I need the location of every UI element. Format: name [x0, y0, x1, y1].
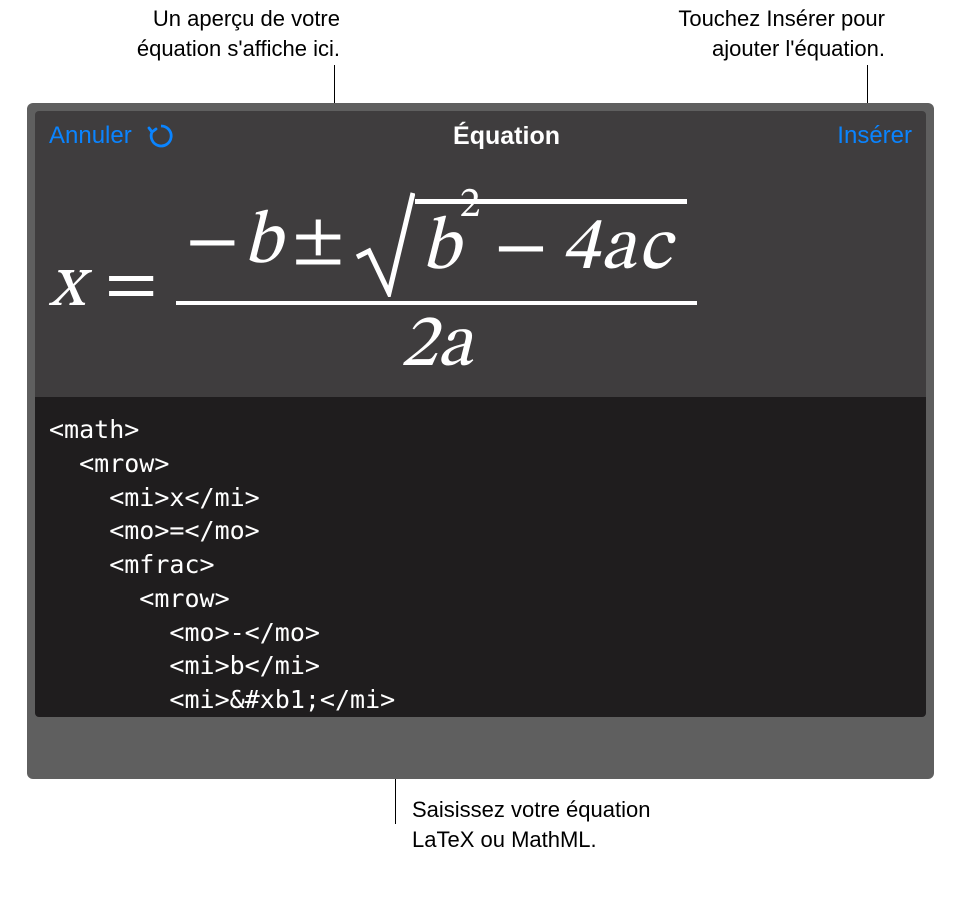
header-left: Annuler — [49, 121, 176, 151]
eq-sqrt: b 2 − 4ac — [355, 189, 687, 297]
insert-button[interactable]: Insérer — [837, 122, 912, 150]
eq-denominator: 2a — [390, 305, 482, 387]
eq-radicand: b 2 − 4ac — [415, 199, 687, 288]
equation-preview: x = − b ± b — [35, 165, 926, 397]
eq-rad-4ac: 4ac — [562, 212, 673, 286]
eq-num-pm: ± — [292, 206, 345, 280]
eq-num-minus: − — [186, 206, 239, 280]
cancel-button[interactable]: Annuler — [49, 122, 132, 150]
eq-rad-b: b — [421, 212, 460, 286]
undo-icon[interactable] — [146, 121, 176, 151]
eq-rad-minus: − — [494, 212, 547, 286]
callout-preview: Un aperçu de votreéquation s'affiche ici… — [70, 4, 340, 63]
equation-code-input[interactable]: <math> <mrow> <mi>x</mi> <mo>=</mo> <mfr… — [35, 397, 926, 717]
callout-input: Saisissez votre équationLaTeX ou MathML. — [412, 795, 702, 854]
eq-fraction: − b ± b 2 − — [176, 185, 697, 387]
eq-den-text: 2a — [400, 309, 472, 383]
eq-x: x — [49, 249, 84, 323]
eq-numerator: − b ± b 2 − — [176, 185, 697, 301]
callout-insert: Touchez Insérer pourajouter l'équation. — [640, 4, 885, 63]
eq-equals: = — [104, 249, 157, 323]
equation-editor-panel: Annuler Équation Insérer x = − b ± — [27, 103, 934, 779]
panel-header: Annuler Équation Insérer — [35, 111, 926, 165]
eq-num-b: b — [243, 206, 282, 280]
panel-title: Équation — [453, 122, 560, 151]
eq-rad-sup2: 2 — [460, 184, 481, 226]
equation-rendered: x = − b ± b — [49, 185, 912, 387]
